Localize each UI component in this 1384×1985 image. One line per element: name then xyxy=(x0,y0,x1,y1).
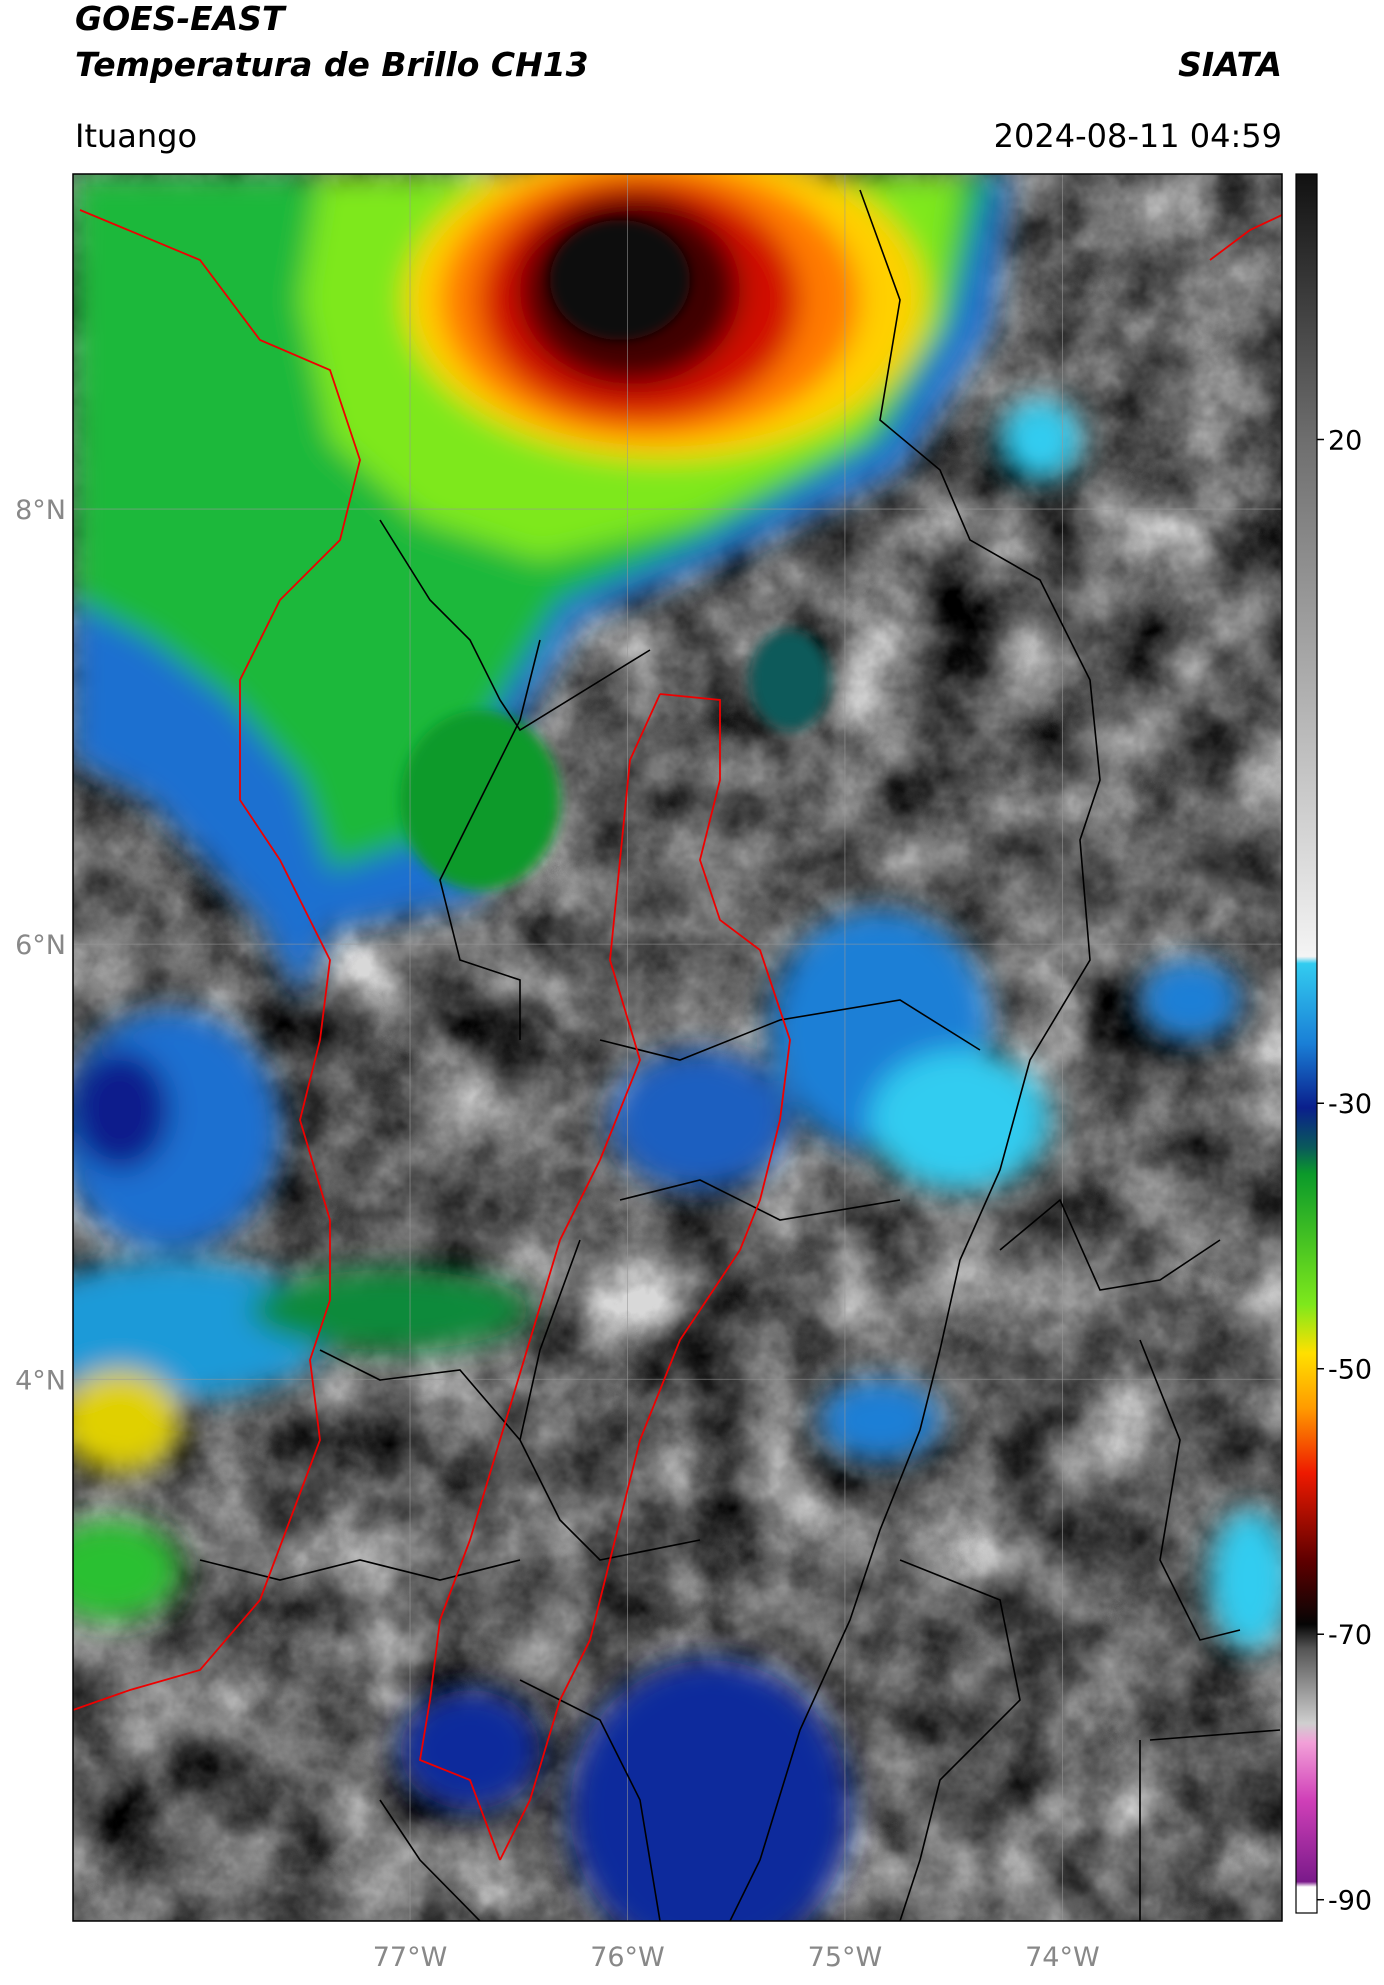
colorbar-tick-label: 20 xyxy=(1328,425,1362,456)
lon-tick-label: 75°W xyxy=(808,1942,883,1973)
agency: SIATA xyxy=(1178,45,1282,84)
colorbar-tick-label: -30 xyxy=(1328,1089,1372,1120)
lat-tick-label: 6°N xyxy=(15,930,66,961)
map-frame xyxy=(72,173,1283,1922)
red-borders xyxy=(73,209,1282,1861)
lat-tick-label: 8°N xyxy=(15,495,66,526)
colorbar-ticks: 20 -30 -50 -70 -90 xyxy=(1317,425,1372,1917)
colorbar-tick-label: -70 xyxy=(1328,1620,1372,1651)
colorbar xyxy=(1295,173,1318,1914)
lon-tick-label: 76°W xyxy=(590,1942,665,1973)
satellite-image xyxy=(73,174,1282,1921)
product: Temperatura de Brillo CH13 xyxy=(75,45,589,84)
lon-tick-label: 74°W xyxy=(1025,1942,1100,1973)
location: Ituango xyxy=(75,117,197,155)
datetime: 2024-08-11 04:59 xyxy=(994,117,1282,155)
colorbar-tick-label: -50 xyxy=(1328,1355,1372,1386)
lat-tick-label: 4°N xyxy=(15,1365,66,1396)
colorbar-tick-label: -90 xyxy=(1328,1886,1372,1917)
lon-tick-label: 77°W xyxy=(373,1942,448,1973)
admin-borders xyxy=(199,189,1281,1921)
satellite: GOES-EAST xyxy=(75,0,287,38)
